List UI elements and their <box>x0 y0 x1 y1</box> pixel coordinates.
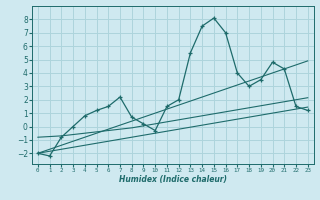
X-axis label: Humidex (Indice chaleur): Humidex (Indice chaleur) <box>119 175 227 184</box>
